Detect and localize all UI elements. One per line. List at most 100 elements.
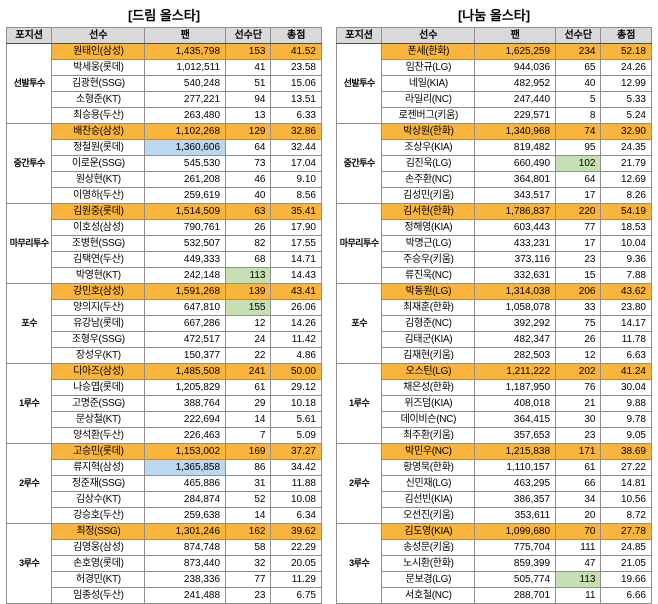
position-cell: 3루수 (5, 523, 53, 604)
player-name-cell: 조형우(SSG) (51, 331, 146, 348)
player-name-cell: 폰세(한화) (381, 43, 476, 60)
player-row: 황영묵(한화) 1,110,157 61 27.22 (337, 459, 652, 476)
player-row: 네일(KIA) 482,952 40 12.99 (337, 75, 652, 92)
fan-votes-cell: 505,774 (474, 571, 557, 588)
player-votes-cell: 33 (555, 299, 602, 316)
total-score-cell: 29.12 (270, 379, 322, 396)
player-name-cell: 최승용(두산) (51, 107, 146, 124)
player-row: 이로운(SSG) 545,530 73 17.04 (7, 155, 322, 172)
player-row: 류지혁(삼성) 1,365,858 86 34.42 (7, 459, 322, 476)
player-name-cell: 이로운(SSG) (51, 155, 146, 172)
nanum-allstar-title: [나눔 올스타] (457, 8, 531, 23)
total-score-cell: 41.24 (600, 363, 652, 380)
player-name-cell: 서호철(NC) (381, 587, 476, 604)
position-cell: 2루수 (5, 443, 53, 524)
total-score-cell: 38.69 (600, 443, 652, 460)
player-name-cell: 손주환(NC) (381, 171, 476, 188)
total-score-cell: 50.00 (270, 363, 322, 380)
player-votes-cell: 74 (555, 123, 602, 140)
player-row: 박영현(KT) 242,148 113 14.43 (7, 267, 322, 284)
player-votes-cell: 64 (225, 139, 272, 156)
player-row: 주승우(키움) 373,116 23 9.36 (337, 251, 652, 268)
player-name-cell: 이영하(두산) (51, 187, 146, 204)
player-row: 3루수 김도영(KIA) 1,099,680 70 27.78 (335, 523, 652, 604)
fan-votes-cell: 364,415 (474, 411, 557, 428)
position-cell: 중간투수 (5, 123, 53, 204)
total-score-cell: 32.86 (270, 123, 322, 140)
position-cell: 포수 (335, 283, 383, 364)
player-row: 나승엽(롯데) 1,205,829 61 29.12 (7, 379, 322, 396)
column-header: 선수 (381, 27, 476, 44)
player-row: 양석환(두산) 226,463 7 5.09 (7, 427, 322, 444)
total-score-cell: 22.29 (270, 539, 322, 556)
fan-votes-cell: 647,810 (144, 299, 227, 316)
player-votes-cell: 139 (225, 283, 272, 300)
player-row: 양의지(두산) 647,810 155 26.06 (7, 299, 322, 316)
total-score-cell: 13.51 (270, 91, 322, 108)
fan-votes-cell: 241,488 (144, 587, 227, 604)
fan-votes-cell: 660,490 (474, 155, 557, 172)
player-votes-cell: 77 (225, 571, 272, 588)
player-votes-cell: 22 (225, 347, 272, 364)
total-score-cell: 37.27 (270, 443, 322, 460)
fan-votes-cell: 282,503 (474, 347, 557, 364)
player-votes-cell: 86 (225, 459, 272, 476)
position-cell: 2루수 (335, 443, 383, 524)
fan-votes-cell: 364,801 (474, 171, 557, 188)
total-score-cell: 39.62 (270, 523, 322, 540)
player-votes-cell: 46 (225, 171, 272, 188)
player-votes-cell: 95 (555, 139, 602, 156)
player-name-cell: 데이비슨(NC) (381, 411, 476, 428)
total-score-cell: 5.33 (600, 91, 652, 108)
player-row: 선발투수 폰세(한화) 1,625,259 234 52.18 (335, 43, 652, 124)
player-votes-cell: 23 (225, 587, 272, 604)
position-cell: 마무리투수 (335, 203, 383, 284)
position-cell: 1루수 (335, 363, 383, 444)
player-name-cell: 정준재(SSG) (51, 475, 146, 492)
total-score-cell: 5.24 (600, 107, 652, 124)
fan-votes-cell: 463,295 (474, 475, 557, 492)
player-name-cell: 박명근(LG) (381, 235, 476, 252)
player-row: 라일리(NC) 247,440 5 5.33 (337, 91, 652, 108)
player-name-cell: 양석환(두산) (51, 427, 146, 444)
player-name-cell: 강민호(삼성) (51, 283, 146, 300)
player-row: 정해영(KIA) 603,443 77 18.53 (337, 219, 652, 236)
fan-votes-cell: 944,036 (474, 59, 557, 76)
player-votes-cell: 23 (555, 251, 602, 268)
player-votes-cell: 7 (225, 427, 272, 444)
player-name-cell: 오선진(키움) (381, 507, 476, 524)
fan-votes-cell: 1,786,837 (474, 203, 557, 220)
fan-votes-cell: 259,638 (144, 507, 227, 524)
player-votes-cell: 169 (225, 443, 272, 460)
player-name-cell: 주승우(키움) (381, 251, 476, 268)
player-row: 최승용(두산) 263,480 13 6.33 (7, 107, 322, 124)
position-cell: 포수 (5, 283, 53, 364)
player-row: 선발투수 원태인(삼성) 1,435,798 153 41.52 (5, 43, 322, 124)
fan-votes-cell: 343,517 (474, 187, 557, 204)
player-votes-cell: 102 (555, 155, 602, 172)
player-name-cell: 이호성(삼성) (51, 219, 146, 236)
fan-votes-cell: 229,571 (474, 107, 557, 124)
fan-votes-cell: 1,058,078 (474, 299, 557, 316)
position-cell: 선발투수 (335, 43, 383, 124)
fan-votes-cell: 775,704 (474, 539, 557, 556)
player-row: 마무리투수 김서현(한화) 1,786,837 220 54.19 (335, 203, 652, 284)
player-name-cell: 송성문(키움) (381, 539, 476, 556)
total-score-cell: 6.63 (600, 347, 652, 364)
fan-votes-cell: 472,517 (144, 331, 227, 348)
fan-votes-cell: 1,215,838 (474, 443, 557, 460)
dream-allstar-title: [드림 올스타] (127, 8, 201, 23)
column-header: 총점 (600, 27, 652, 44)
total-score-cell: 9.36 (600, 251, 652, 268)
total-score-cell: 20.05 (270, 555, 322, 572)
total-score-cell: 26.06 (270, 299, 322, 316)
fan-votes-cell: 540,248 (144, 75, 227, 92)
total-score-cell: 11.88 (270, 475, 322, 492)
player-name-cell: 소형준(KT) (51, 91, 146, 108)
player-votes-cell: 73 (225, 155, 272, 172)
fan-votes-cell: 1,301,246 (144, 523, 227, 540)
column-header: 선수 (51, 27, 146, 44)
nanum-table-header: 포지션 선수 팬 선수단 총점 (335, 27, 652, 44)
player-row: 강승호(두산) 259,638 14 6.34 (7, 507, 322, 524)
